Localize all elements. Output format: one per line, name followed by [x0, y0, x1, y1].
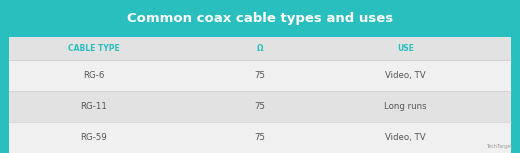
Text: Video, TV: Video, TV [385, 71, 426, 80]
Bar [0, 37, 9, 153]
Text: RG-59: RG-59 [80, 133, 107, 142]
Text: RG-6: RG-6 [83, 71, 105, 80]
Text: 75: 75 [254, 133, 266, 142]
Text: Ω: Ω [257, 44, 263, 53]
Bar [9, 60, 511, 91]
Text: TechTarget: TechTarget [486, 144, 512, 149]
Text: RG-11: RG-11 [80, 102, 107, 111]
Bar [0, 0, 520, 37]
Text: 75: 75 [254, 102, 266, 111]
Bar [511, 37, 520, 153]
Text: Long runs: Long runs [384, 102, 427, 111]
Text: CABLE TYPE: CABLE TYPE [68, 44, 120, 53]
Bar [9, 91, 511, 122]
Bar [9, 37, 511, 60]
Text: 75: 75 [254, 71, 266, 80]
Bar [9, 122, 511, 153]
Text: Video, TV: Video, TV [385, 133, 426, 142]
Text: USE: USE [397, 44, 414, 53]
Text: Common coax cable types and uses: Common coax cable types and uses [127, 12, 393, 25]
